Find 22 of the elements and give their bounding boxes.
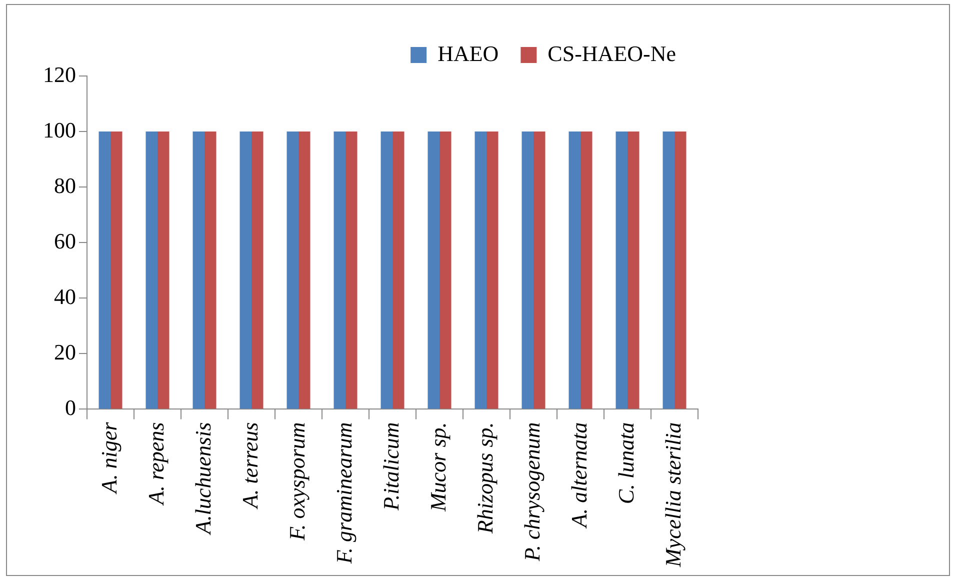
x-tick-label: F. graminearum: [331, 422, 356, 565]
x-tick-label: A. alternata: [566, 422, 592, 530]
y-tick-label: 40: [54, 284, 76, 309]
legend-label: CS-HAEO-Ne: [548, 40, 676, 66]
x-tick-label: A. terreus: [237, 422, 262, 510]
x-tick-label: F. oxysporum: [284, 422, 310, 542]
y-tick-label: 100: [43, 117, 76, 142]
x-tick-label: P.italicum: [378, 422, 404, 512]
x-tick-label: C. lunata: [613, 422, 638, 504]
x-tick-label: Rhizopus sp.: [472, 422, 498, 534]
y-tick-label: 60: [54, 228, 76, 254]
x-tick-label: A. repens: [143, 422, 168, 506]
x-tick-label: A. niger: [96, 422, 122, 496]
y-tick-label: 80: [54, 172, 76, 198]
x-tick-label: Mucor sp.: [425, 422, 450, 512]
x-tick-label: P. chrysogenum: [519, 422, 544, 562]
x-tick-label: Mycellia sterilia: [660, 422, 686, 568]
y-tick-label: 20: [54, 339, 76, 364]
legend-label: HAEO: [438, 40, 499, 66]
x-tick-label: A.luchuensis: [190, 422, 216, 536]
y-tick-label: 0: [65, 394, 76, 420]
y-tick-label: 120: [43, 62, 76, 87]
